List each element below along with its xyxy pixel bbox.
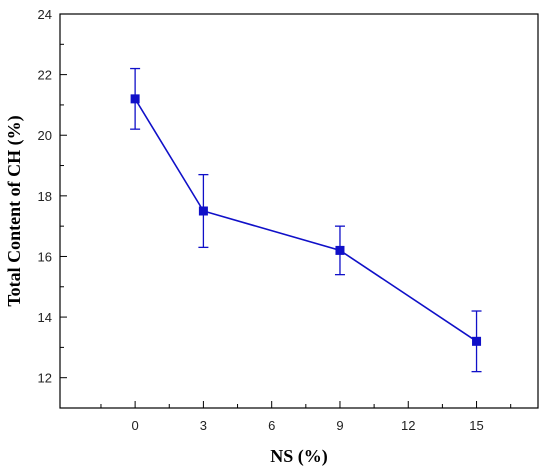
x-axis-ticks: 0 3 6 9 12 15 — [100, 401, 512, 433]
data-points — [130, 94, 482, 346]
data-point — [198, 206, 208, 216]
data-point — [472, 336, 482, 346]
series-line — [134, 98, 477, 342]
plot-frame — [59, 13, 539, 409]
error-bars — [130, 67, 482, 373]
y-axis-ticks: 12 14 16 18 20 22 24 — [38, 7, 67, 386]
x-tick-label: 9 — [336, 418, 343, 433]
data-point — [335, 245, 345, 255]
y-tick-label: 18 — [38, 189, 52, 204]
x-tick-label: 12 — [401, 418, 415, 433]
y-tick-label: 16 — [38, 249, 52, 264]
x-tick-label: 15 — [469, 418, 483, 433]
y-tick-label: 14 — [38, 310, 52, 325]
y-tick-label: 22 — [38, 68, 52, 83]
x-tick-label: 3 — [200, 418, 207, 433]
y-tick-label: 12 — [38, 371, 52, 386]
x-axis-title: NS (%) — [270, 446, 328, 467]
y-tick-label: 24 — [38, 7, 52, 22]
y-tick-label: 20 — [38, 128, 52, 143]
x-tick-label: 0 — [131, 418, 138, 433]
x-tick-label: 6 — [268, 418, 275, 433]
data-point — [130, 94, 140, 104]
y-axis-title: Total Content of CH (%) — [4, 115, 25, 306]
